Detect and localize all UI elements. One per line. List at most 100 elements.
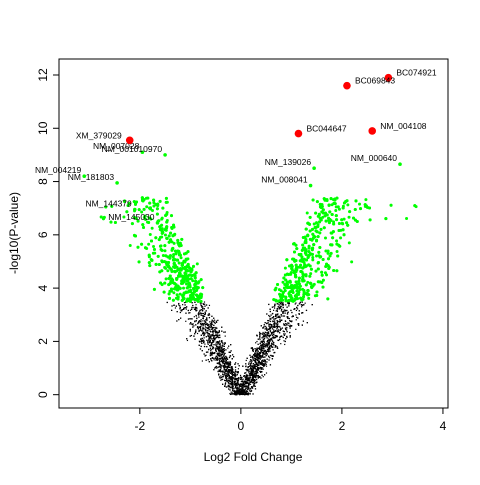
- data-point: [218, 341, 220, 343]
- significant-point: [135, 200, 139, 204]
- data-point: [252, 375, 255, 378]
- data-point: [257, 361, 259, 363]
- significant-point: [304, 274, 308, 278]
- data-point: [249, 360, 251, 363]
- data-point: [260, 350, 262, 352]
- data-point: [208, 338, 210, 341]
- data-point: [208, 361, 210, 363]
- data-point: [217, 358, 219, 360]
- data-point: [185, 320, 187, 322]
- data-point: [216, 331, 218, 334]
- data-point: [288, 302, 291, 305]
- data-point: [281, 303, 283, 305]
- data-point: [252, 359, 254, 361]
- data-point: [232, 384, 234, 387]
- data-point: [212, 341, 215, 343]
- data-point: [254, 352, 257, 354]
- significant-point: [172, 291, 176, 295]
- data-point: [250, 366, 252, 369]
- data-point: [199, 348, 202, 350]
- significant-point: [171, 298, 175, 302]
- data-point: [247, 394, 249, 396]
- data-point: [245, 375, 247, 378]
- data-point: [271, 334, 274, 336]
- data-point: [229, 387, 232, 389]
- data-point: [232, 374, 235, 376]
- data-point: [212, 341, 214, 343]
- data-point: [273, 344, 275, 346]
- data-point: [200, 302, 202, 304]
- data-point: [233, 374, 236, 376]
- data-point: [285, 323, 287, 325]
- significant-point: [287, 292, 291, 296]
- data-point: [253, 385, 255, 387]
- data-point: [263, 363, 266, 365]
- data-point: [262, 351, 264, 354]
- data-point: [251, 347, 253, 349]
- data-point: [191, 306, 193, 309]
- data-point: [258, 367, 260, 370]
- data-point: [262, 368, 264, 370]
- data-point: [230, 382, 233, 384]
- data-point: [259, 342, 261, 345]
- data-point: [201, 324, 203, 326]
- significant-point: [327, 203, 331, 207]
- data-point: [271, 324, 273, 326]
- data-point: [256, 363, 258, 365]
- data-point: [275, 310, 277, 312]
- data-point: [219, 365, 221, 367]
- data-point: [225, 359, 227, 362]
- data-point: [215, 357, 217, 360]
- data-point: [198, 316, 200, 318]
- significant-point: [164, 196, 168, 200]
- data-point: [280, 343, 282, 345]
- significant-point: [176, 258, 180, 262]
- data-point: [261, 348, 263, 350]
- data-point: [238, 390, 240, 393]
- data-point: [234, 375, 236, 377]
- data-point: [259, 363, 261, 365]
- data-point: [185, 308, 187, 310]
- data-point: [250, 365, 252, 367]
- data-point: [298, 324, 300, 326]
- data-point: [204, 312, 206, 314]
- data-point: [191, 323, 193, 325]
- data-point: [253, 374, 255, 376]
- data-point: [249, 363, 252, 365]
- data-point: [254, 385, 256, 388]
- data-point: [245, 372, 247, 374]
- data-point: [268, 342, 270, 344]
- data-point: [302, 304, 304, 306]
- significant-point: [283, 289, 287, 293]
- significant-point: [319, 227, 323, 231]
- significant-point: [193, 282, 197, 286]
- data-point: [236, 390, 238, 392]
- data-point: [235, 394, 238, 396]
- data-point: [287, 322, 289, 324]
- data-point: [297, 304, 299, 307]
- data-point: [214, 352, 216, 354]
- data-point: [262, 356, 264, 358]
- data-point: [233, 381, 235, 384]
- data-point: [218, 348, 220, 350]
- data-point: [209, 345, 211, 347]
- significant-point: [317, 212, 321, 216]
- significant-point: [102, 215, 106, 219]
- data-point: [225, 376, 227, 378]
- data-point: [282, 311, 285, 313]
- significant-point: [315, 290, 319, 294]
- data-point: [261, 364, 264, 366]
- data-point: [212, 357, 214, 359]
- data-point: [211, 353, 213, 355]
- data-point: [235, 392, 238, 394]
- data-point: [229, 377, 231, 379]
- data-point: [217, 353, 219, 355]
- data-point: [185, 306, 187, 309]
- data-point: [256, 353, 258, 355]
- data-point: [242, 388, 244, 390]
- significant-point: [183, 260, 187, 264]
- significant-point: [353, 207, 357, 211]
- data-point: [233, 391, 236, 393]
- significant-point: [179, 268, 183, 272]
